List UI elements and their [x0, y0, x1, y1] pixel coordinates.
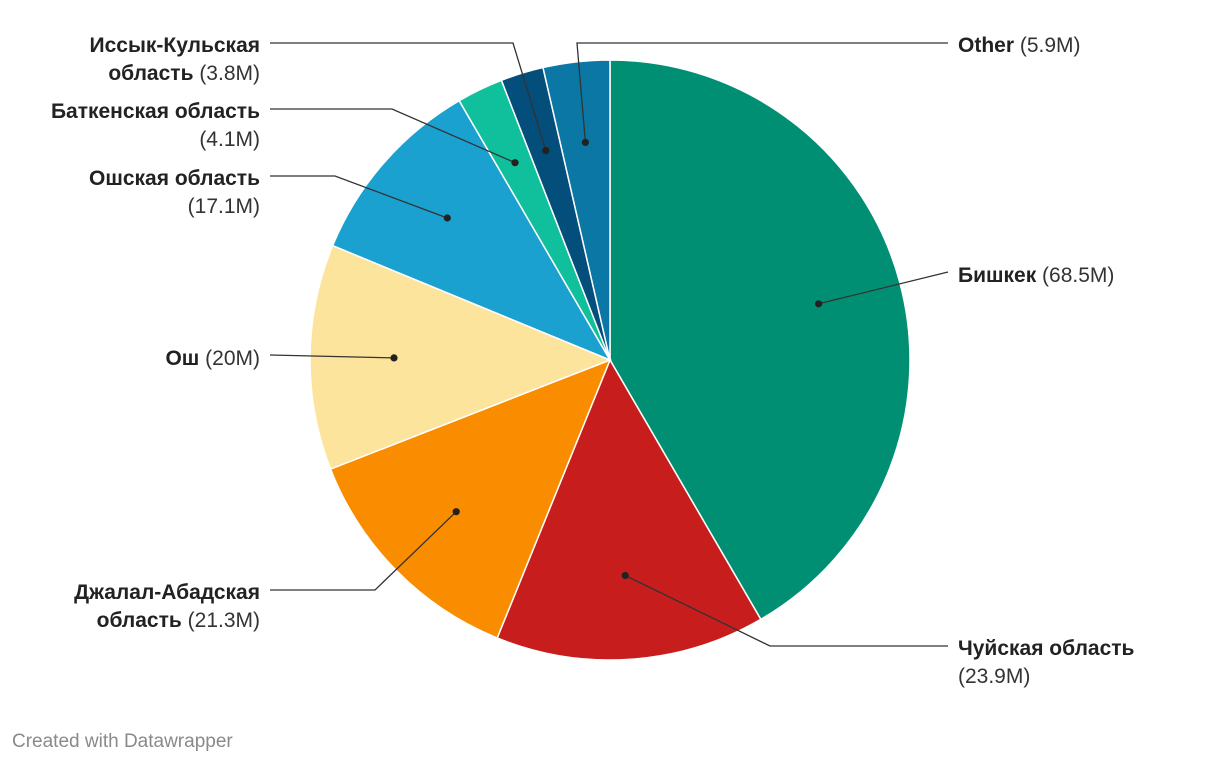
leader-line [269, 354, 395, 359]
pie-slice [496, 358, 762, 661]
pie-slice [542, 59, 611, 361]
leader-line [270, 42, 547, 151]
slice-label: Ош (20M) [165, 347, 260, 370]
leader-dot [511, 159, 519, 167]
slice-label: Иссык-Кульская область (3.8M) [90, 34, 260, 85]
leader-dot [443, 214, 451, 222]
footer-credit: Created with Datawrapper [12, 731, 233, 752]
slice-label: Ошская область (17.1M) [89, 167, 260, 218]
slice-labels: Бишкек (68.5M) Чуйская область (23.9M) Джал… [51, 34, 1135, 688]
leader-dot [542, 147, 550, 155]
slice-label: Чуйская область (23.9M) [958, 637, 1135, 688]
leader-lines [269, 42, 949, 647]
leader-line [624, 574, 948, 647]
slice-label: Other (5.9M) [958, 34, 1081, 57]
leader-line [270, 175, 448, 219]
leader-line [818, 271, 949, 305]
leader-dot [452, 508, 460, 516]
leader-line [576, 42, 948, 143]
pie-slices [309, 59, 911, 661]
pie-slice [609, 59, 911, 621]
pie-slice [309, 244, 613, 471]
slice-label: Джалал-Абадская область (21.3M) [74, 581, 260, 632]
leader-dot [621, 571, 629, 580]
pie-slice [329, 358, 612, 639]
slice-label: Баткенская область (4.1M) [51, 100, 260, 151]
leader-dot [815, 300, 823, 308]
leader-line [270, 108, 516, 164]
leader-line [270, 511, 457, 591]
leader-dot [390, 354, 398, 362]
slice-label: Бишкек (68.5M) [958, 264, 1114, 287]
pie-slice [331, 99, 612, 362]
leader-dot [581, 138, 590, 146]
